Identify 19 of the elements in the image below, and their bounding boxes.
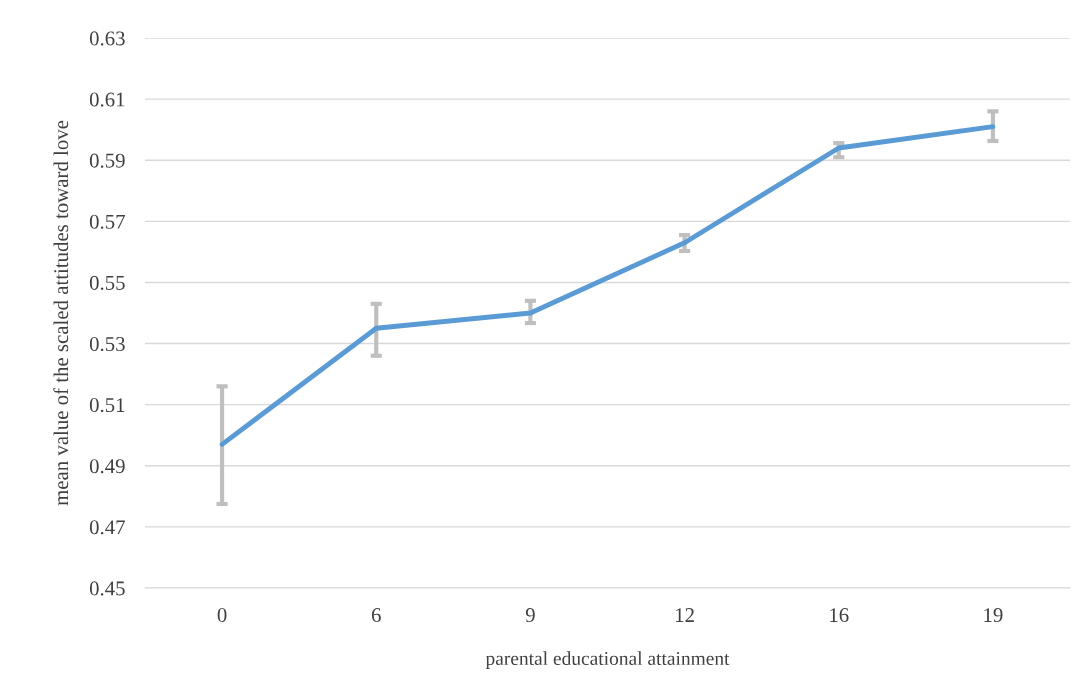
y-tick-label: 0.59: [89, 153, 125, 168]
y-tick-label: 0.45: [89, 581, 125, 596]
x-tick-label: 16: [830, 608, 849, 623]
y-tick-label: 0.55: [89, 275, 125, 290]
y-axis-title: mean value of the scaled attitudes toward love: [53, 120, 69, 506]
x-axis-title: parental educational attainment: [485, 651, 730, 669]
y-tick-label: 0.51: [89, 398, 125, 413]
line-series: [219, 124, 996, 447]
x-tick-label: 9: [525, 608, 535, 623]
x-tick-label: 12: [676, 608, 694, 622]
x-tick-label: 19: [984, 608, 1003, 623]
y-tick-label: 0.63: [89, 31, 125, 46]
y-tick-label: 0.53: [89, 336, 125, 352]
y-tick-label: 0.61: [89, 92, 125, 107]
y-tick-label: 0.57: [89, 214, 125, 229]
y-tick-label: 0.47: [89, 520, 125, 535]
y-tick-label: 0.49: [89, 459, 125, 474]
x-tick-label: 6: [371, 608, 381, 623]
x-tick-label: 0: [217, 608, 227, 623]
